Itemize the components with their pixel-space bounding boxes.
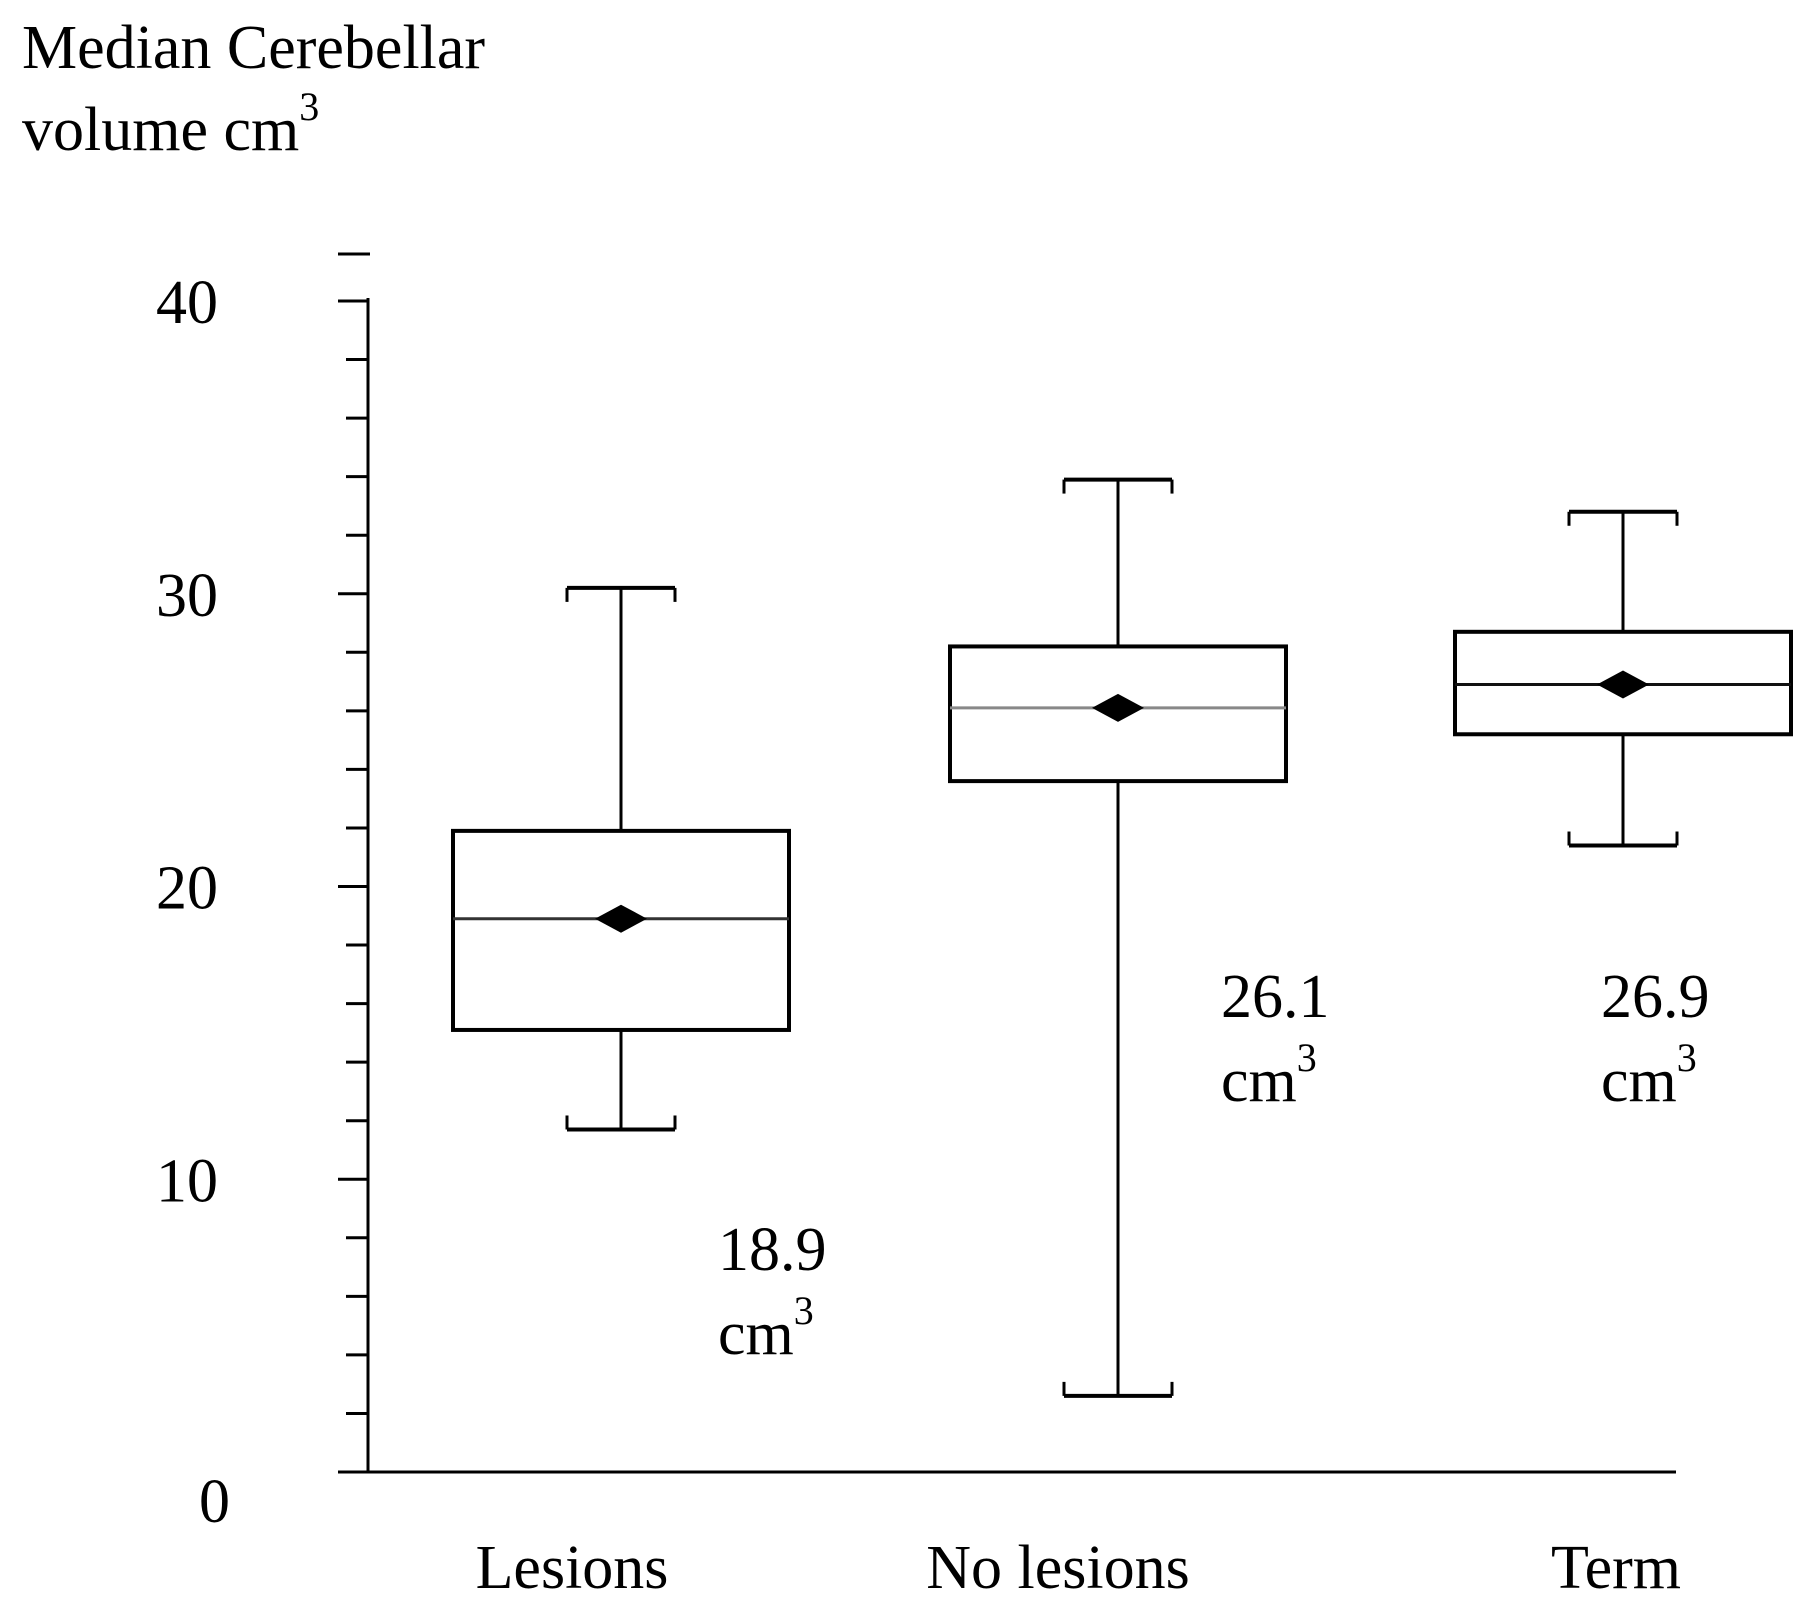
x-category-label-term: Term [1551, 1534, 1681, 1597]
annotation-value: 18.9 [718, 1216, 827, 1284]
annotation-value: 26.9 [1601, 963, 1710, 1031]
box-term [1453, 509, 1793, 848]
median-diamond-marker [595, 904, 647, 933]
y-axis-title-line2: volume cm3 [22, 84, 319, 164]
y-tick-label-10: 10 [156, 1147, 218, 1215]
x-category-label-no-lesions: No lesions [926, 1534, 1190, 1597]
annotation-value: 26.1 [1221, 963, 1330, 1031]
x-axis-category-labels: Lesions No lesions Term [476, 1534, 1681, 1597]
y-axis-tick-labels: 0 10 20 30 40 [156, 269, 230, 1536]
y-axis-title-line1: Median Cerebellar [22, 14, 485, 82]
median-diamond-marker [1092, 693, 1144, 722]
median-diamond-marker [1597, 670, 1649, 699]
y-tick-label-0: 0 [199, 1468, 230, 1536]
box-lesions [451, 585, 791, 1132]
y-axis-title-sup: 3 [299, 84, 319, 129]
box-series [451, 477, 1793, 1398]
y-tick-label-30: 30 [156, 562, 218, 630]
annotation-unit: cm3 [718, 1288, 814, 1368]
y-axis-title-unit: volume cm [22, 96, 299, 164]
y-tick-label-40: 40 [156, 269, 218, 337]
annotation-unit: cm3 [1221, 1035, 1317, 1115]
y-axis-ticks [338, 299, 368, 1415]
annotation-unit: cm3 [1601, 1035, 1697, 1115]
x-category-label-lesions: Lesions [476, 1534, 669, 1597]
y-tick-label-20: 20 [156, 855, 218, 923]
box-no-lesions [948, 477, 1288, 1398]
